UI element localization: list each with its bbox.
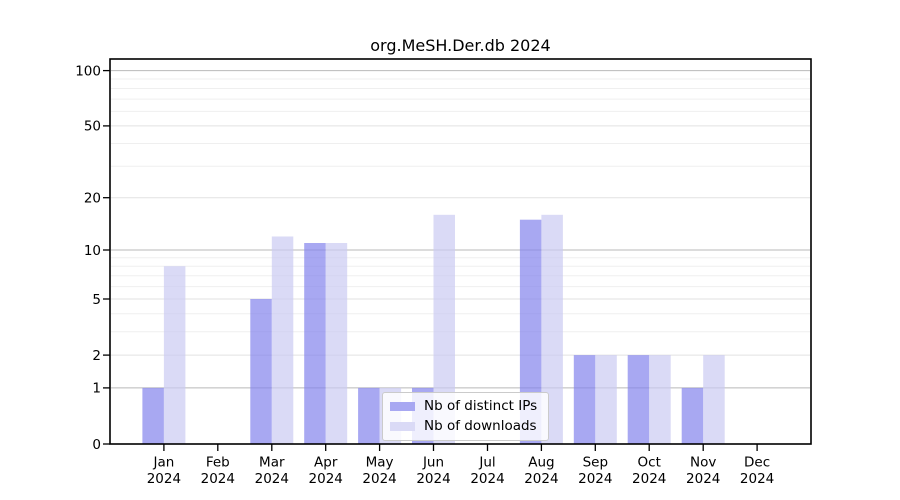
x-tick-label-year-sep: 2024 [578,471,612,487]
x-tick-label-month-aug: Aug [528,455,554,471]
x-tick-label-year-mar: 2024 [255,471,289,487]
x-tick-label-month-nov: Nov [690,455,716,471]
x-tick-label-month-may: May [366,455,394,471]
bar-nb-of-distinct-ips-oct [627,355,650,444]
y-tick-label-50: 50 [84,119,101,135]
x-tick-label-month-mar: Mar [259,455,285,471]
y-tick-label-2: 2 [92,348,101,364]
x-tick-label-year-jan: 2024 [147,471,181,487]
bar-nb-of-distinct-ips-jan [142,387,164,444]
bar-nb-of-distinct-ips-aug [519,219,542,444]
x-tick-label-year-nov: 2024 [686,471,720,487]
x-tick-label-year-oct: 2024 [632,471,666,487]
y-tick-label-0: 0 [92,437,101,453]
x-tick-label-year-jun: 2024 [416,471,450,487]
y-tick-label-100: 100 [75,63,101,79]
legend-item-distinct-ips: Nb of distinct IPs [390,399,548,414]
x-tick-label-month-sep: Sep [583,455,608,471]
bar-nb-of-distinct-ips-nov [681,387,704,444]
bar-nb-of-downloads-sep [595,355,617,444]
legend-label-downloads: Nb of downloads [424,418,537,434]
bar-nb-of-downloads-nov [703,355,725,444]
x-tick-label-month-apr: Apr [314,455,338,471]
legend-item-downloads: Nb of downloads [390,419,548,434]
bar-nb-of-downloads-mar [271,236,294,444]
bar-nb-of-downloads-aug [541,214,563,444]
y-tick-label-5: 5 [92,292,101,308]
x-tick-label-month-jun: Jun [422,455,444,471]
bar-nb-of-distinct-ips-may [358,387,380,444]
x-tick-label-month-dec: Dec [744,455,770,471]
bar-nb-of-downloads-jun [433,214,455,444]
chart-title: org.MeSH.Der.db 2024 [370,36,551,55]
x-tick-label-year-jul: 2024 [470,471,504,487]
bar-nb-of-downloads-apr [325,243,348,444]
x-tick-label-year-dec: 2024 [740,471,774,487]
x-tick-label-year-feb: 2024 [201,471,235,487]
y-tick-label-10: 10 [84,243,101,259]
bar-nb-of-distinct-ips-mar [250,299,272,444]
bar-nb-of-downloads-oct [649,355,671,444]
bar-nb-of-downloads-jan [163,266,186,444]
x-tick-label-year-may: 2024 [362,471,396,487]
x-tick-label-year-aug: 2024 [524,471,558,487]
legend-label-distinct-ips: Nb of distinct IPs [424,398,538,415]
y-tick-label-20: 20 [84,191,101,207]
chart-legend: Nb of distinct IPs Nb of downloads [382,392,549,441]
bar-nb-of-distinct-ips-apr [304,243,326,444]
x-tick-label-month-oct: Oct [638,455,661,471]
x-tick-label-month-jul: Jul [478,455,495,471]
plot-frame [109,58,812,445]
x-tick-label-year-apr: 2024 [309,471,343,487]
legend-swatch-downloads [390,421,415,431]
y-tick-label-1: 1 [92,381,101,397]
x-tick-label-month-feb: Feb [206,455,230,471]
legend-swatch-distinct-ips [390,402,415,412]
bar-nb-of-distinct-ips-sep [573,355,596,444]
x-tick-label-month-jan: Jan [152,455,174,471]
